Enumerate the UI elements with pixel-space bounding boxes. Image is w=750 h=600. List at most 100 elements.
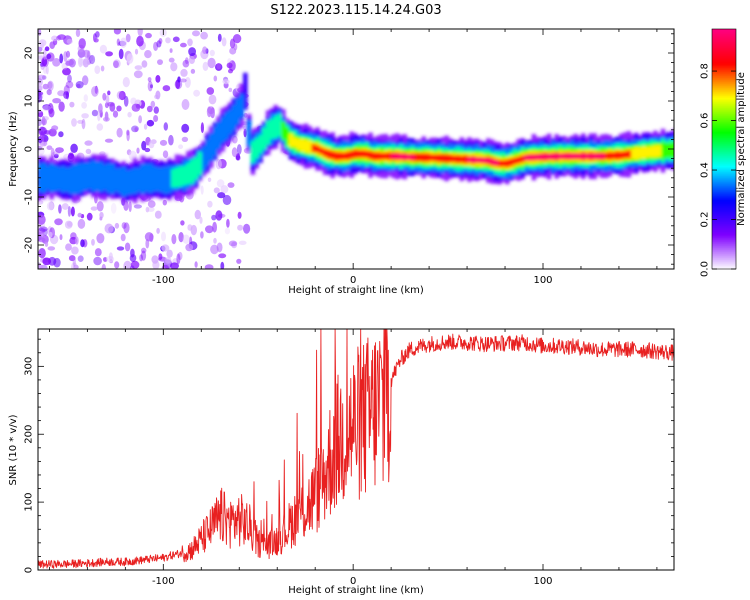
- colorbar-strip: [712, 203, 736, 206]
- y-tick-label: 10: [24, 95, 35, 108]
- colorbar-strip: [712, 259, 736, 262]
- y-tick-label: -20: [24, 237, 35, 253]
- colorbar-tick-label: 0.4: [700, 162, 711, 178]
- noise-blob: [81, 118, 86, 130]
- noise-blob: [46, 89, 52, 96]
- ridge-cell: [353, 149, 358, 159]
- colorbar-strip: [712, 113, 736, 116]
- colorbar-strip: [712, 97, 736, 100]
- noise-blob: [190, 224, 197, 236]
- noise-blob: [71, 246, 79, 255]
- ridge-cell: [76, 163, 81, 193]
- colorbar-strip: [712, 205, 736, 208]
- colorbar-strip: [712, 147, 736, 150]
- colorbar-tick-label: 0.0: [700, 261, 711, 277]
- noise-blob: [54, 218, 63, 226]
- noise-blob: [77, 119, 84, 124]
- x-tick-label: -100: [152, 275, 175, 286]
- noise-blob: [102, 92, 107, 101]
- colorbar-strip: [712, 141, 736, 144]
- noise-blob: [112, 59, 121, 68]
- noise-blob: [65, 80, 74, 89]
- noise-blob: [134, 65, 143, 70]
- noise-blob: [162, 150, 169, 158]
- noise-blob: [193, 89, 201, 97]
- ridge-cell: [527, 155, 533, 160]
- ridge-cell: [79, 163, 85, 192]
- ridge-cell: [459, 155, 465, 163]
- noise-blob: [141, 60, 148, 68]
- ridge-cell: [151, 166, 157, 192]
- ridge-cell: [413, 153, 419, 162]
- ridge-cell: [543, 154, 548, 159]
- ridge-cell: [41, 162, 47, 193]
- colorbar-strip: [712, 145, 736, 148]
- noise-blob: [147, 200, 156, 208]
- colorbar-strip: [712, 265, 736, 268]
- colorbar-strip: [712, 89, 736, 92]
- colorbar-strip: [712, 249, 736, 252]
- noise-blob: [224, 227, 230, 235]
- noise-blob: [53, 153, 59, 159]
- ridge-cell: [250, 141, 256, 163]
- ridge-cell: [398, 154, 404, 159]
- noise-blob: [118, 90, 126, 101]
- ridge-cell: [592, 153, 597, 159]
- ridge-cell: [637, 147, 643, 159]
- noise-blob: [118, 48, 124, 60]
- colorbar-strip: [712, 53, 736, 56]
- colorbar-tick-label: 0.6: [700, 113, 711, 129]
- ridge-cell: [554, 154, 559, 159]
- noise-blob: [216, 179, 225, 188]
- noise-blob: [120, 233, 126, 242]
- colorbar-strip: [712, 85, 736, 88]
- ridge-cell: [132, 167, 138, 194]
- colorbar-strip: [712, 223, 736, 226]
- noise-blob: [217, 192, 226, 199]
- colorbar-strip: [712, 153, 736, 156]
- ridge-cell: [182, 165, 187, 186]
- colorbar-strip: [712, 233, 736, 236]
- ridge-cell: [634, 146, 639, 160]
- noise-blob: [38, 110, 44, 118]
- noise-blob: [38, 74, 46, 81]
- colorbar-strip: [712, 239, 736, 242]
- noise-blob: [147, 77, 152, 82]
- noise-blob: [180, 42, 187, 48]
- colorbar-strip: [712, 167, 736, 170]
- noise-blob: [101, 263, 106, 269]
- ridge-cell: [535, 154, 540, 160]
- ridge-cell: [615, 151, 620, 160]
- noise-blob: [192, 30, 200, 37]
- noise-blob: [47, 246, 56, 251]
- noise-blob: [96, 201, 104, 212]
- colorbar-strip: [712, 117, 736, 120]
- colorbar-strip: [712, 41, 736, 44]
- ridge-cell: [212, 126, 218, 156]
- noise-blob: [182, 59, 190, 68]
- noise-blob: [65, 60, 72, 66]
- colorbar-title: Normalized spectral amplitude: [736, 72, 747, 226]
- noise-blob: [104, 138, 114, 143]
- noise-blob: [151, 255, 159, 264]
- noise-blob: [150, 84, 153, 89]
- colorbar-strip: [712, 31, 736, 34]
- ridge-cell: [227, 109, 233, 135]
- noise-blob: [216, 242, 223, 253]
- ridge-cell: [155, 167, 161, 191]
- ridge-cell: [649, 146, 654, 158]
- noise-blob: [136, 147, 140, 154]
- ridge-cell: [410, 155, 415, 159]
- noise-blob: [71, 262, 78, 269]
- noise-blob: [185, 243, 194, 252]
- ridge-cell: [140, 163, 146, 195]
- colorbar-strip: [712, 103, 736, 106]
- noise-blob: [82, 75, 89, 86]
- y-tick-label: 200: [24, 425, 35, 444]
- noise-blob: [144, 147, 151, 153]
- ridge-cell: [319, 147, 324, 155]
- noise-blob: [86, 212, 93, 221]
- noise-blob: [155, 75, 161, 83]
- ridge-cell: [448, 154, 453, 163]
- noise-blob: [220, 185, 229, 194]
